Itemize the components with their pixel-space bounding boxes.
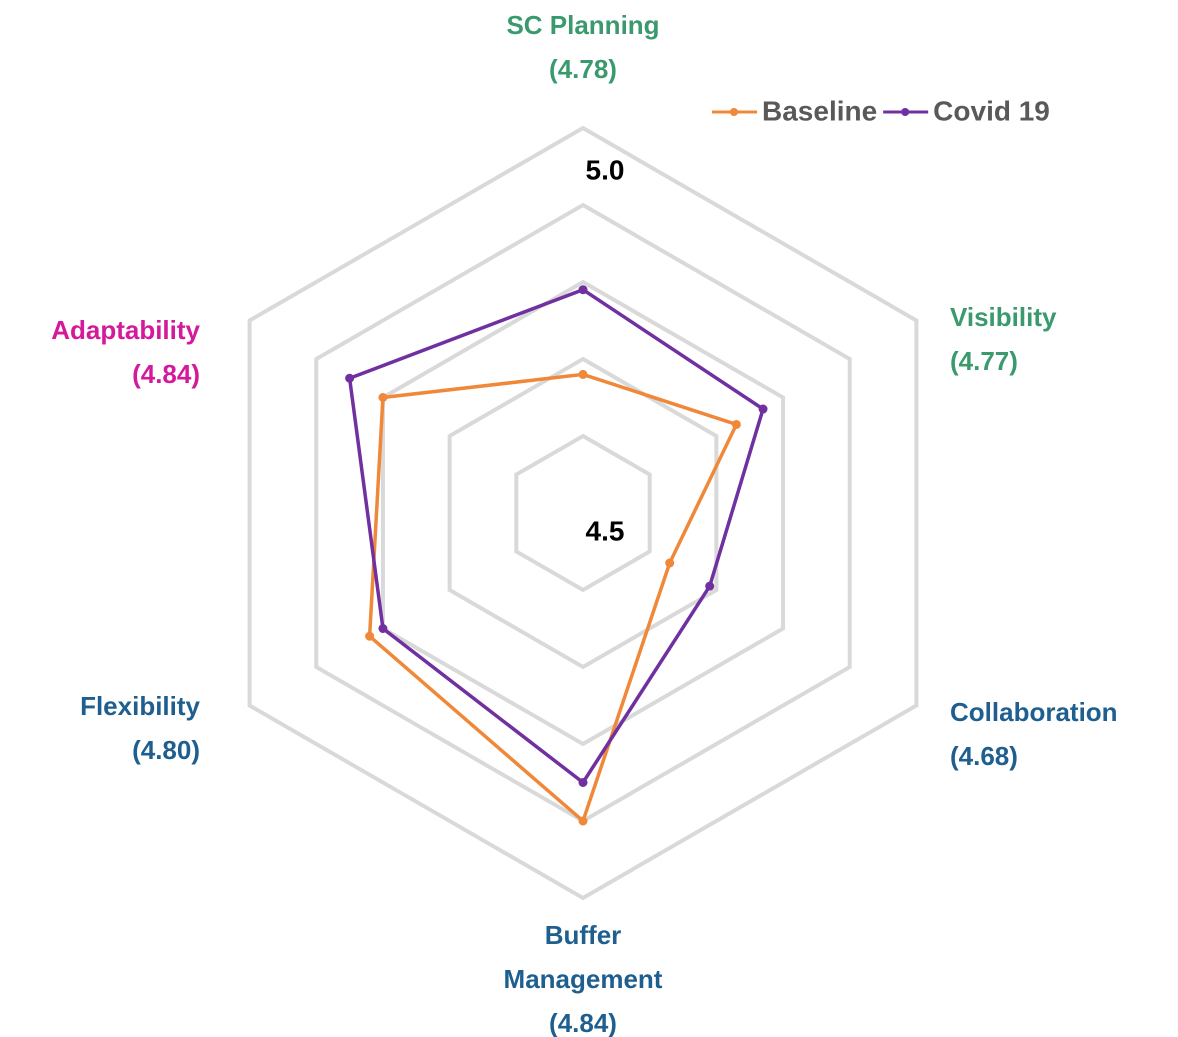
marker — [365, 631, 375, 641]
legend-marker — [730, 108, 738, 116]
marker — [345, 373, 355, 383]
axis-label: Collaboration (4.68) — [950, 690, 1118, 778]
tick-label: 4.5 — [586, 515, 625, 546]
category-name: Adaptability — [51, 315, 200, 345]
tick-label: 5.0 — [586, 154, 625, 185]
marker — [578, 285, 588, 295]
series-line — [367, 372, 739, 825]
axis-label: Buffer Management (4.84) — [433, 913, 733, 1037]
marker — [378, 393, 388, 402]
category-name: Flexibility — [80, 691, 200, 721]
category-name: Buffer Management — [503, 920, 663, 994]
marker — [705, 581, 715, 591]
axis-label: Visibility (4.77) — [950, 295, 1056, 383]
legend-label: Covid 19 — [933, 95, 1050, 126]
marker — [378, 624, 388, 633]
axis-label: Flexibility (4.80) — [80, 684, 200, 772]
axis-label: SC Planning (4.78) — [433, 3, 733, 91]
marker — [665, 558, 675, 568]
axis-label: Adaptability (4.84) — [51, 308, 200, 396]
category-score: (4.84) — [549, 1008, 617, 1037]
marker — [578, 369, 588, 379]
marker — [731, 419, 741, 429]
category-name: SC Planning — [506, 10, 660, 40]
category-score: (4.77) — [950, 346, 1018, 376]
marker — [578, 816, 588, 826]
legend-marker — [901, 108, 910, 116]
series-line — [347, 287, 766, 786]
category-score: (4.68) — [950, 741, 1018, 771]
category-name: Visibility — [950, 302, 1057, 332]
grid-ring — [314, 202, 852, 824]
category-score: (4.78) — [549, 54, 617, 84]
grid-ring — [247, 125, 919, 901]
legend-label: Baseline — [762, 95, 877, 126]
category-score: (4.80) — [132, 735, 200, 765]
marker — [578, 778, 588, 787]
category-name: Collaboration — [950, 697, 1118, 727]
marker — [758, 404, 768, 414]
category-score: (4.84) — [132, 359, 200, 389]
grid-ring — [447, 356, 719, 670]
grid-ring — [514, 433, 652, 593]
